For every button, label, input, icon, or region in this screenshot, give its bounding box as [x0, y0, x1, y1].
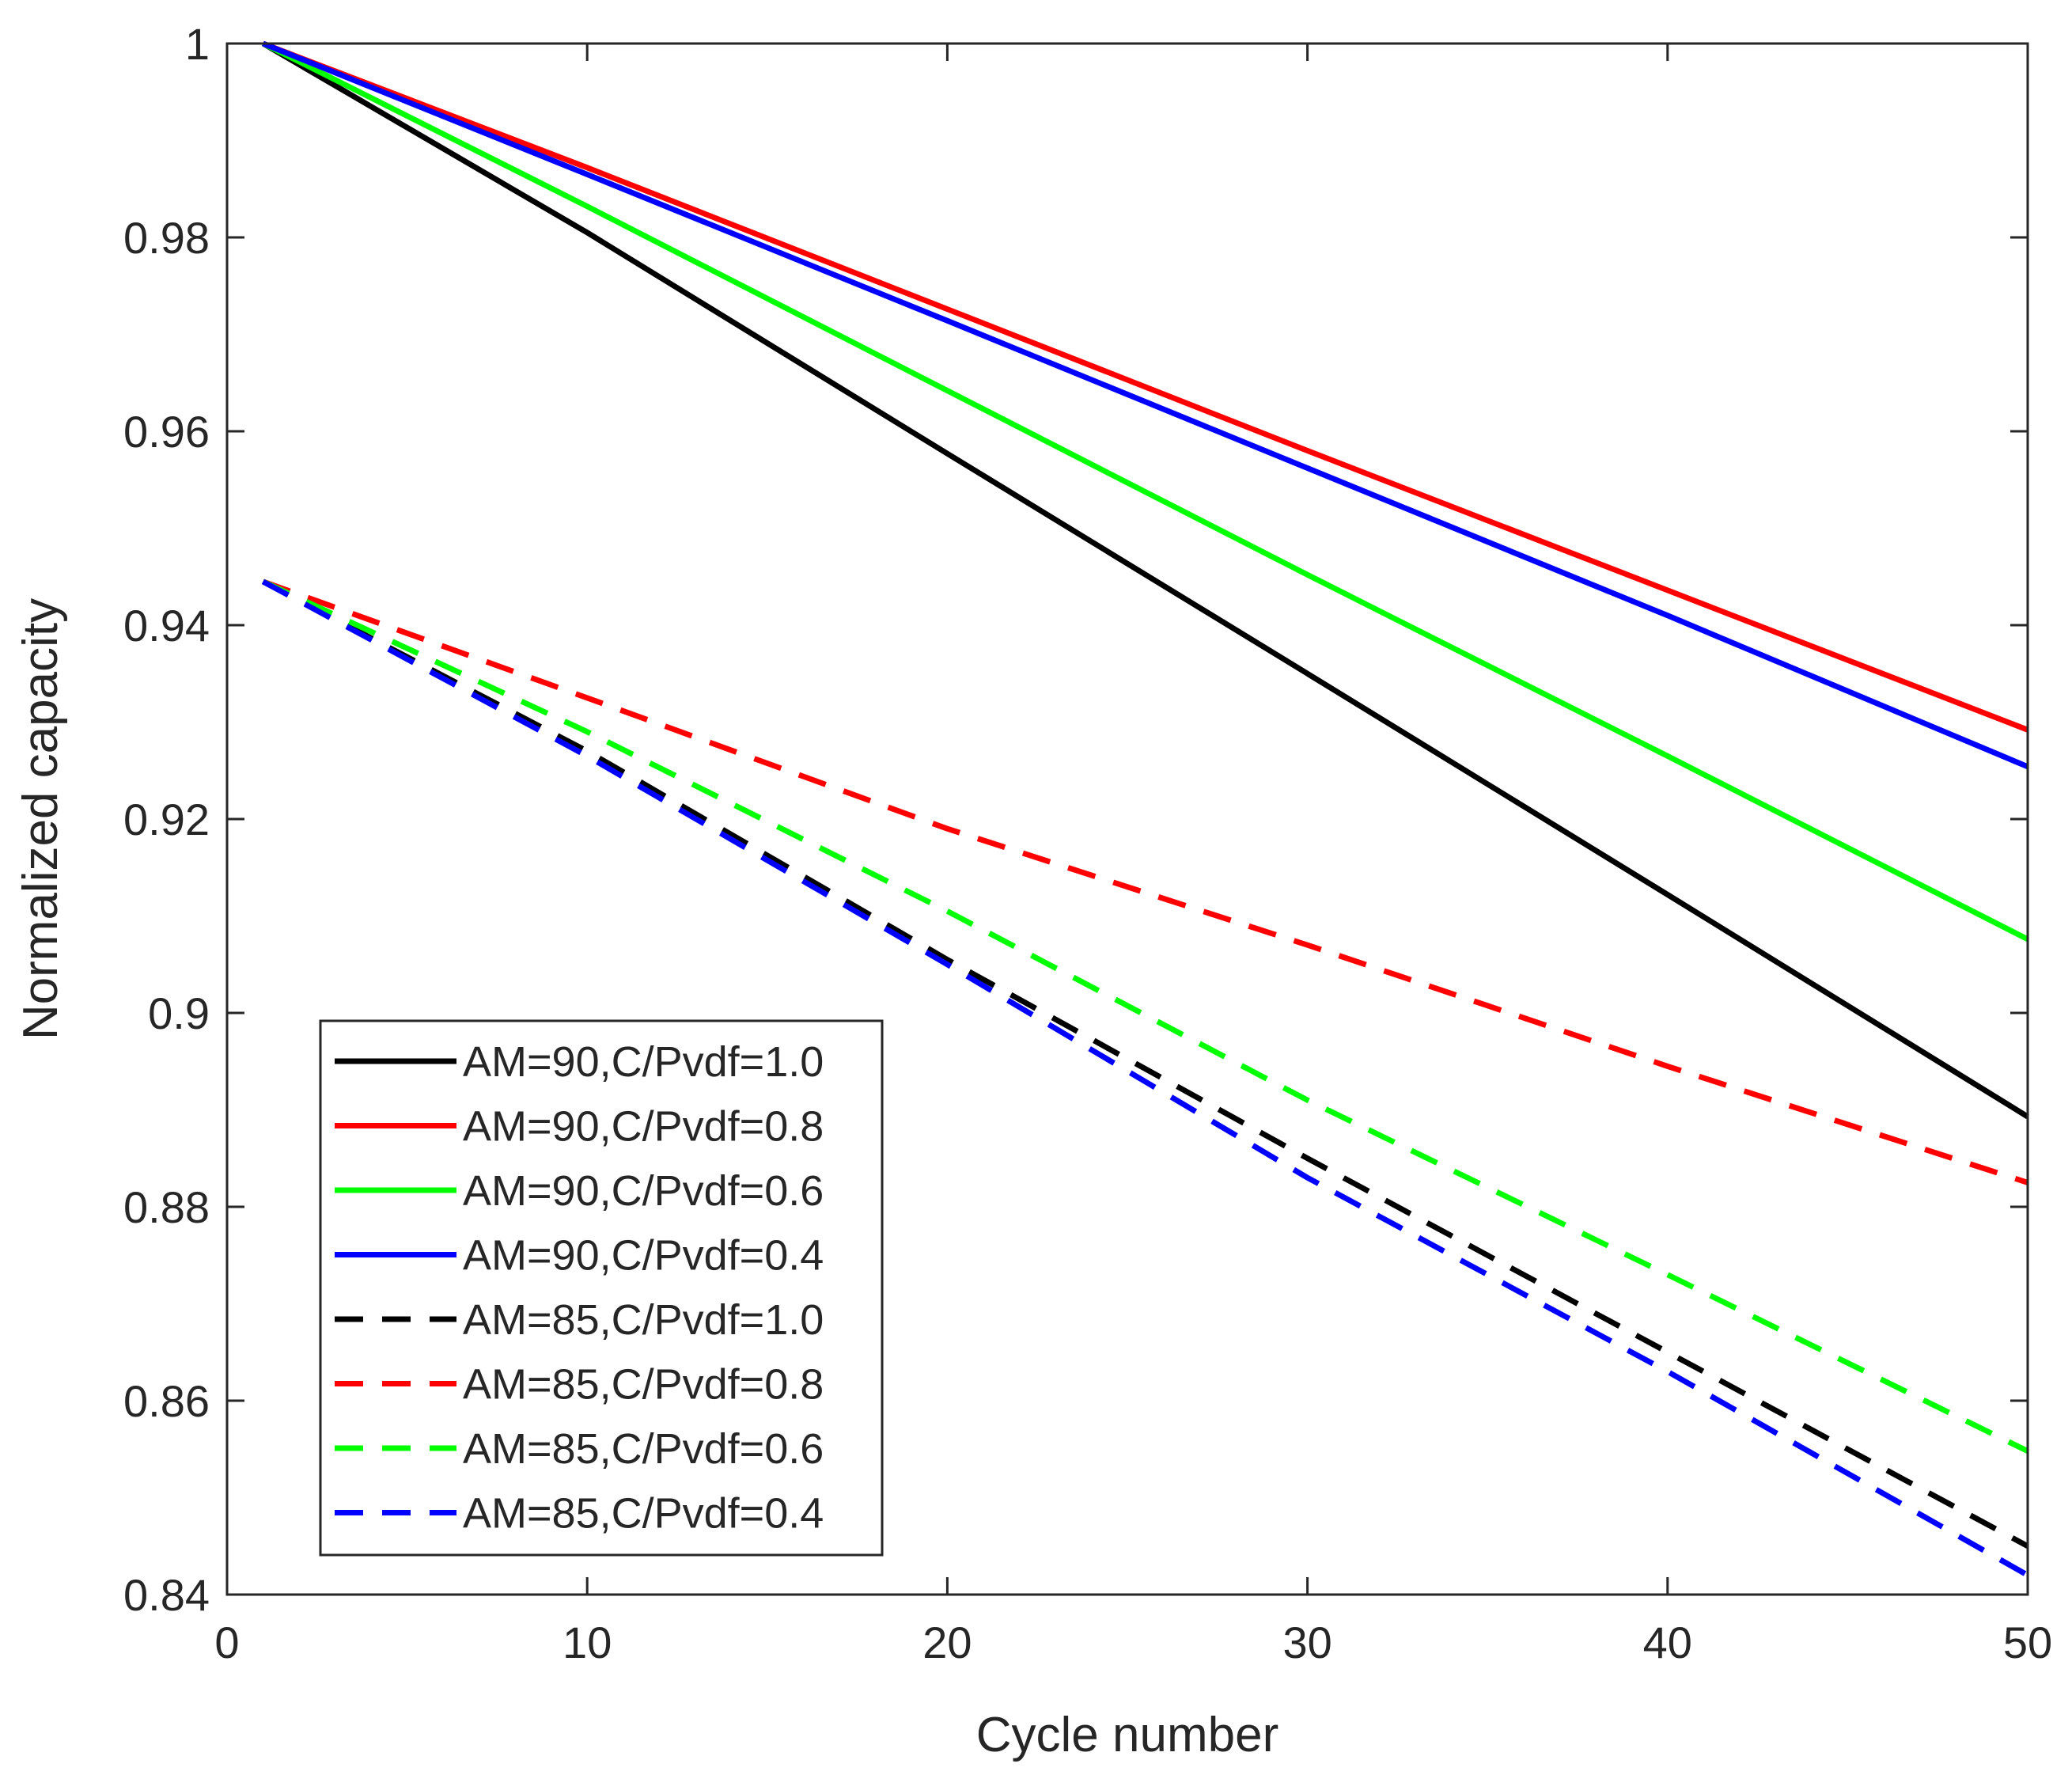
legend-label: AM=90,C/Pvdf=0.4: [463, 1232, 824, 1280]
legend-label: AM=90,C/Pvdf=0.8: [463, 1103, 824, 1151]
x-tick-label: 10: [563, 1618, 612, 1667]
series-line-2: [262, 40, 2029, 733]
series-layer: [261, 40, 2029, 1578]
x-axis-label: Cycle number: [976, 1708, 1278, 1762]
y-tick-label: 0.84: [123, 1570, 210, 1620]
x-tick-label: 30: [1282, 1618, 1331, 1667]
y-tick-label: 0.98: [123, 213, 210, 263]
legend-box: [319, 1019, 884, 1557]
y-tick-label: 0.9: [148, 988, 210, 1038]
legend-label: AM=90,C/Pvdf=0.6: [463, 1167, 824, 1215]
tick-layer: 0 10 20 30 40 50 0.84 0.86 0.88 0.9 0.92 0.94 0.96 0.…: [123, 19, 2052, 1667]
series-line-8: [261, 578, 2029, 1578]
series-line-5: [261, 578, 2029, 1549]
legend-label: AM=90,C/Pvdf=1.0: [463, 1038, 824, 1086]
legend-label: AM=85,C/Pvdf=0.4: [463, 1490, 824, 1538]
legend-label: AM=85,C/Pvdf=1.0: [463, 1296, 824, 1344]
series-line-7: [262, 578, 2029, 1454]
series-line-3: [261, 40, 2029, 942]
x-tick-label: 0: [214, 1618, 239, 1667]
x-tick-label: 50: [2003, 1618, 2052, 1667]
y-tick-label: 1: [185, 19, 210, 69]
x-tick-label: 20: [922, 1618, 972, 1667]
legend-label: AM=85,C/Pvdf=0.8: [463, 1361, 824, 1409]
y-tick-label: 0.94: [123, 601, 210, 650]
series-line-4: [262, 40, 2029, 770]
x-tick-label: 40: [1643, 1618, 1692, 1667]
series-line-6: [262, 578, 2029, 1185]
y-tick-label: 0.92: [123, 795, 210, 844]
series-line-1: [261, 40, 2029, 1120]
legend: AM=90,C/Pvdf=1.0 AM=90,C/Pvdf=0.8 AM=90,C/…: [319, 1019, 884, 1557]
legend-label: AM=85,C/Pvdf=0.6: [463, 1425, 824, 1473]
y-axis-label: Normalized capacity: [13, 598, 68, 1040]
y-tick-label: 0.86: [123, 1376, 210, 1426]
y-tick-label: 0.88: [123, 1182, 210, 1232]
y-tick-label: 0.96: [123, 407, 210, 457]
